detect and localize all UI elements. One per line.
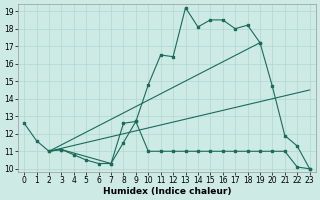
X-axis label: Humidex (Indice chaleur): Humidex (Indice chaleur)	[103, 187, 231, 196]
